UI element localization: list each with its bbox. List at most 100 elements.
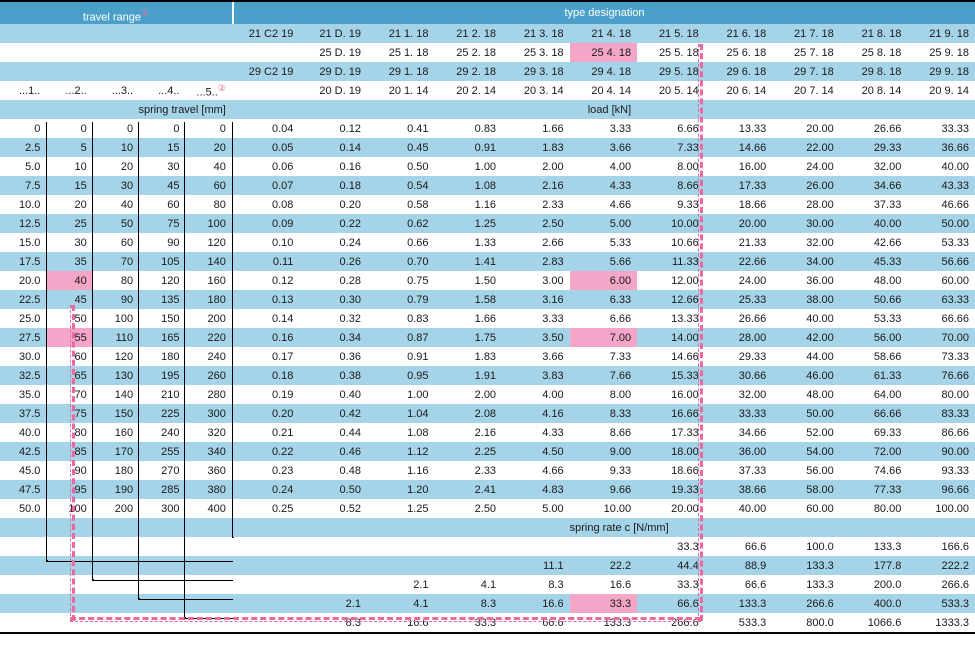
- cell: [139, 518, 185, 537]
- cell: 25.33: [705, 290, 773, 309]
- cell: 64.00: [840, 385, 908, 404]
- cell: 33.33: [705, 404, 773, 423]
- cell: 25 D. 19: [299, 43, 367, 62]
- cell: 4.1: [367, 594, 435, 613]
- cell: 0.13: [232, 290, 300, 309]
- cell: 2.83: [502, 252, 570, 271]
- table-row: 30.0601201802400.170.360.911.833.667.331…: [0, 347, 975, 366]
- cell: 10.0: [0, 195, 46, 214]
- cell: 0.30: [299, 290, 367, 309]
- cell: 30: [93, 176, 139, 195]
- cell: [299, 537, 367, 556]
- cell: 100.00: [907, 499, 975, 518]
- cell: [186, 62, 232, 81]
- cell: 29 1. 18: [367, 62, 435, 81]
- table-row: 2.551015200.050.140.450.911.833.667.3314…: [0, 138, 975, 157]
- cell: 10: [46, 157, 92, 176]
- cell: 56.00: [840, 328, 908, 347]
- cell: 29 6. 18: [705, 62, 773, 81]
- cell: 16.6: [570, 575, 638, 594]
- cell: 58.66: [840, 347, 908, 366]
- cell: 33.3: [570, 594, 638, 613]
- cell: 8.00: [570, 385, 638, 404]
- cell: 0.44: [299, 423, 367, 442]
- cell: 0: [139, 119, 185, 138]
- cell: 20 7. 14: [772, 81, 840, 100]
- table-row: 5.0102030400.060.160.501.002.004.008.001…: [0, 157, 975, 176]
- table-row: 33.366.6100.0133.3166.6: [0, 537, 975, 556]
- cell: 5.0: [0, 157, 46, 176]
- cell: 90: [139, 233, 185, 252]
- cell: 29 C2 19: [232, 62, 300, 81]
- marker-1: ①: [141, 2, 149, 24]
- cell: [772, 100, 840, 119]
- cell: 800.0: [772, 613, 840, 632]
- table-row: 37.5751502253000.200.421.042.084.168.331…: [0, 404, 975, 423]
- cell: 20.00: [637, 499, 705, 518]
- table-row: 25 D. 1925 1. 1825 2. 1825 3. 1825 4. 18…: [0, 43, 975, 62]
- cell: 21 2. 18: [435, 24, 503, 43]
- cell: 0.70: [367, 252, 435, 271]
- cell: 8.3: [299, 613, 367, 632]
- cell: 270: [139, 461, 185, 480]
- cell: 19.33: [637, 480, 705, 499]
- cell: [93, 24, 139, 43]
- cell: 0.10: [232, 233, 300, 252]
- cell: 34.00: [772, 252, 840, 271]
- cell: [435, 537, 503, 556]
- cell: 222.2: [907, 556, 975, 575]
- cell: 37.33: [840, 195, 908, 214]
- cell: [232, 575, 300, 594]
- cell: 260: [186, 366, 232, 385]
- cell: 0.32: [299, 309, 367, 328]
- cell: 1.08: [435, 176, 503, 195]
- cell: 110: [93, 328, 139, 347]
- cell: 360: [186, 461, 232, 480]
- cell: 166.6: [907, 537, 975, 556]
- cell: 0.54: [367, 176, 435, 195]
- cell: 45.0: [0, 461, 46, 480]
- cell: 3.00: [502, 271, 570, 290]
- cell: 8.66: [570, 423, 638, 442]
- cell: 40: [186, 157, 232, 176]
- cell: 10.00: [637, 214, 705, 233]
- cell: 20.00: [772, 119, 840, 138]
- cell: 30.0: [0, 347, 46, 366]
- cell: 0.62: [367, 214, 435, 233]
- cell: 75: [139, 214, 185, 233]
- cell: [46, 43, 92, 62]
- cell: 0.17: [232, 347, 300, 366]
- cell: 0.46: [299, 442, 367, 461]
- cell: [46, 62, 92, 81]
- cell: 150: [139, 309, 185, 328]
- cell: 2.1: [299, 594, 367, 613]
- cell: [367, 556, 435, 575]
- cell: 72.00: [840, 442, 908, 461]
- cell: 0.14: [299, 138, 367, 157]
- cell: 6.66: [570, 309, 638, 328]
- cell: 74.66: [840, 461, 908, 480]
- cell: 133.3: [705, 594, 773, 613]
- cell: 30: [139, 157, 185, 176]
- cell: 40.00: [705, 499, 773, 518]
- cell: 63.33: [907, 290, 975, 309]
- cell: 17.5: [0, 252, 46, 271]
- cell: 21 8. 18: [840, 24, 908, 43]
- cell: 90.00: [907, 442, 975, 461]
- cell: 33.3: [435, 613, 503, 632]
- table-row: 20.040801201600.120.280.751.503.006.0012…: [0, 271, 975, 290]
- cell: 0.04: [232, 119, 300, 138]
- header-left-label: travel range: [83, 12, 141, 24]
- cell: 29 9. 18: [907, 62, 975, 81]
- cell: 15: [139, 138, 185, 157]
- cell: 29.33: [840, 138, 908, 157]
- cell: 0.36: [299, 347, 367, 366]
- cell: 25 6. 18: [705, 43, 773, 62]
- cell: 22.00: [772, 138, 840, 157]
- cell: [367, 100, 435, 119]
- cell: [139, 537, 185, 556]
- cell: 170: [93, 442, 139, 461]
- cell: 180: [186, 290, 232, 309]
- cell: 25.0: [0, 309, 46, 328]
- cell: 2.50: [502, 214, 570, 233]
